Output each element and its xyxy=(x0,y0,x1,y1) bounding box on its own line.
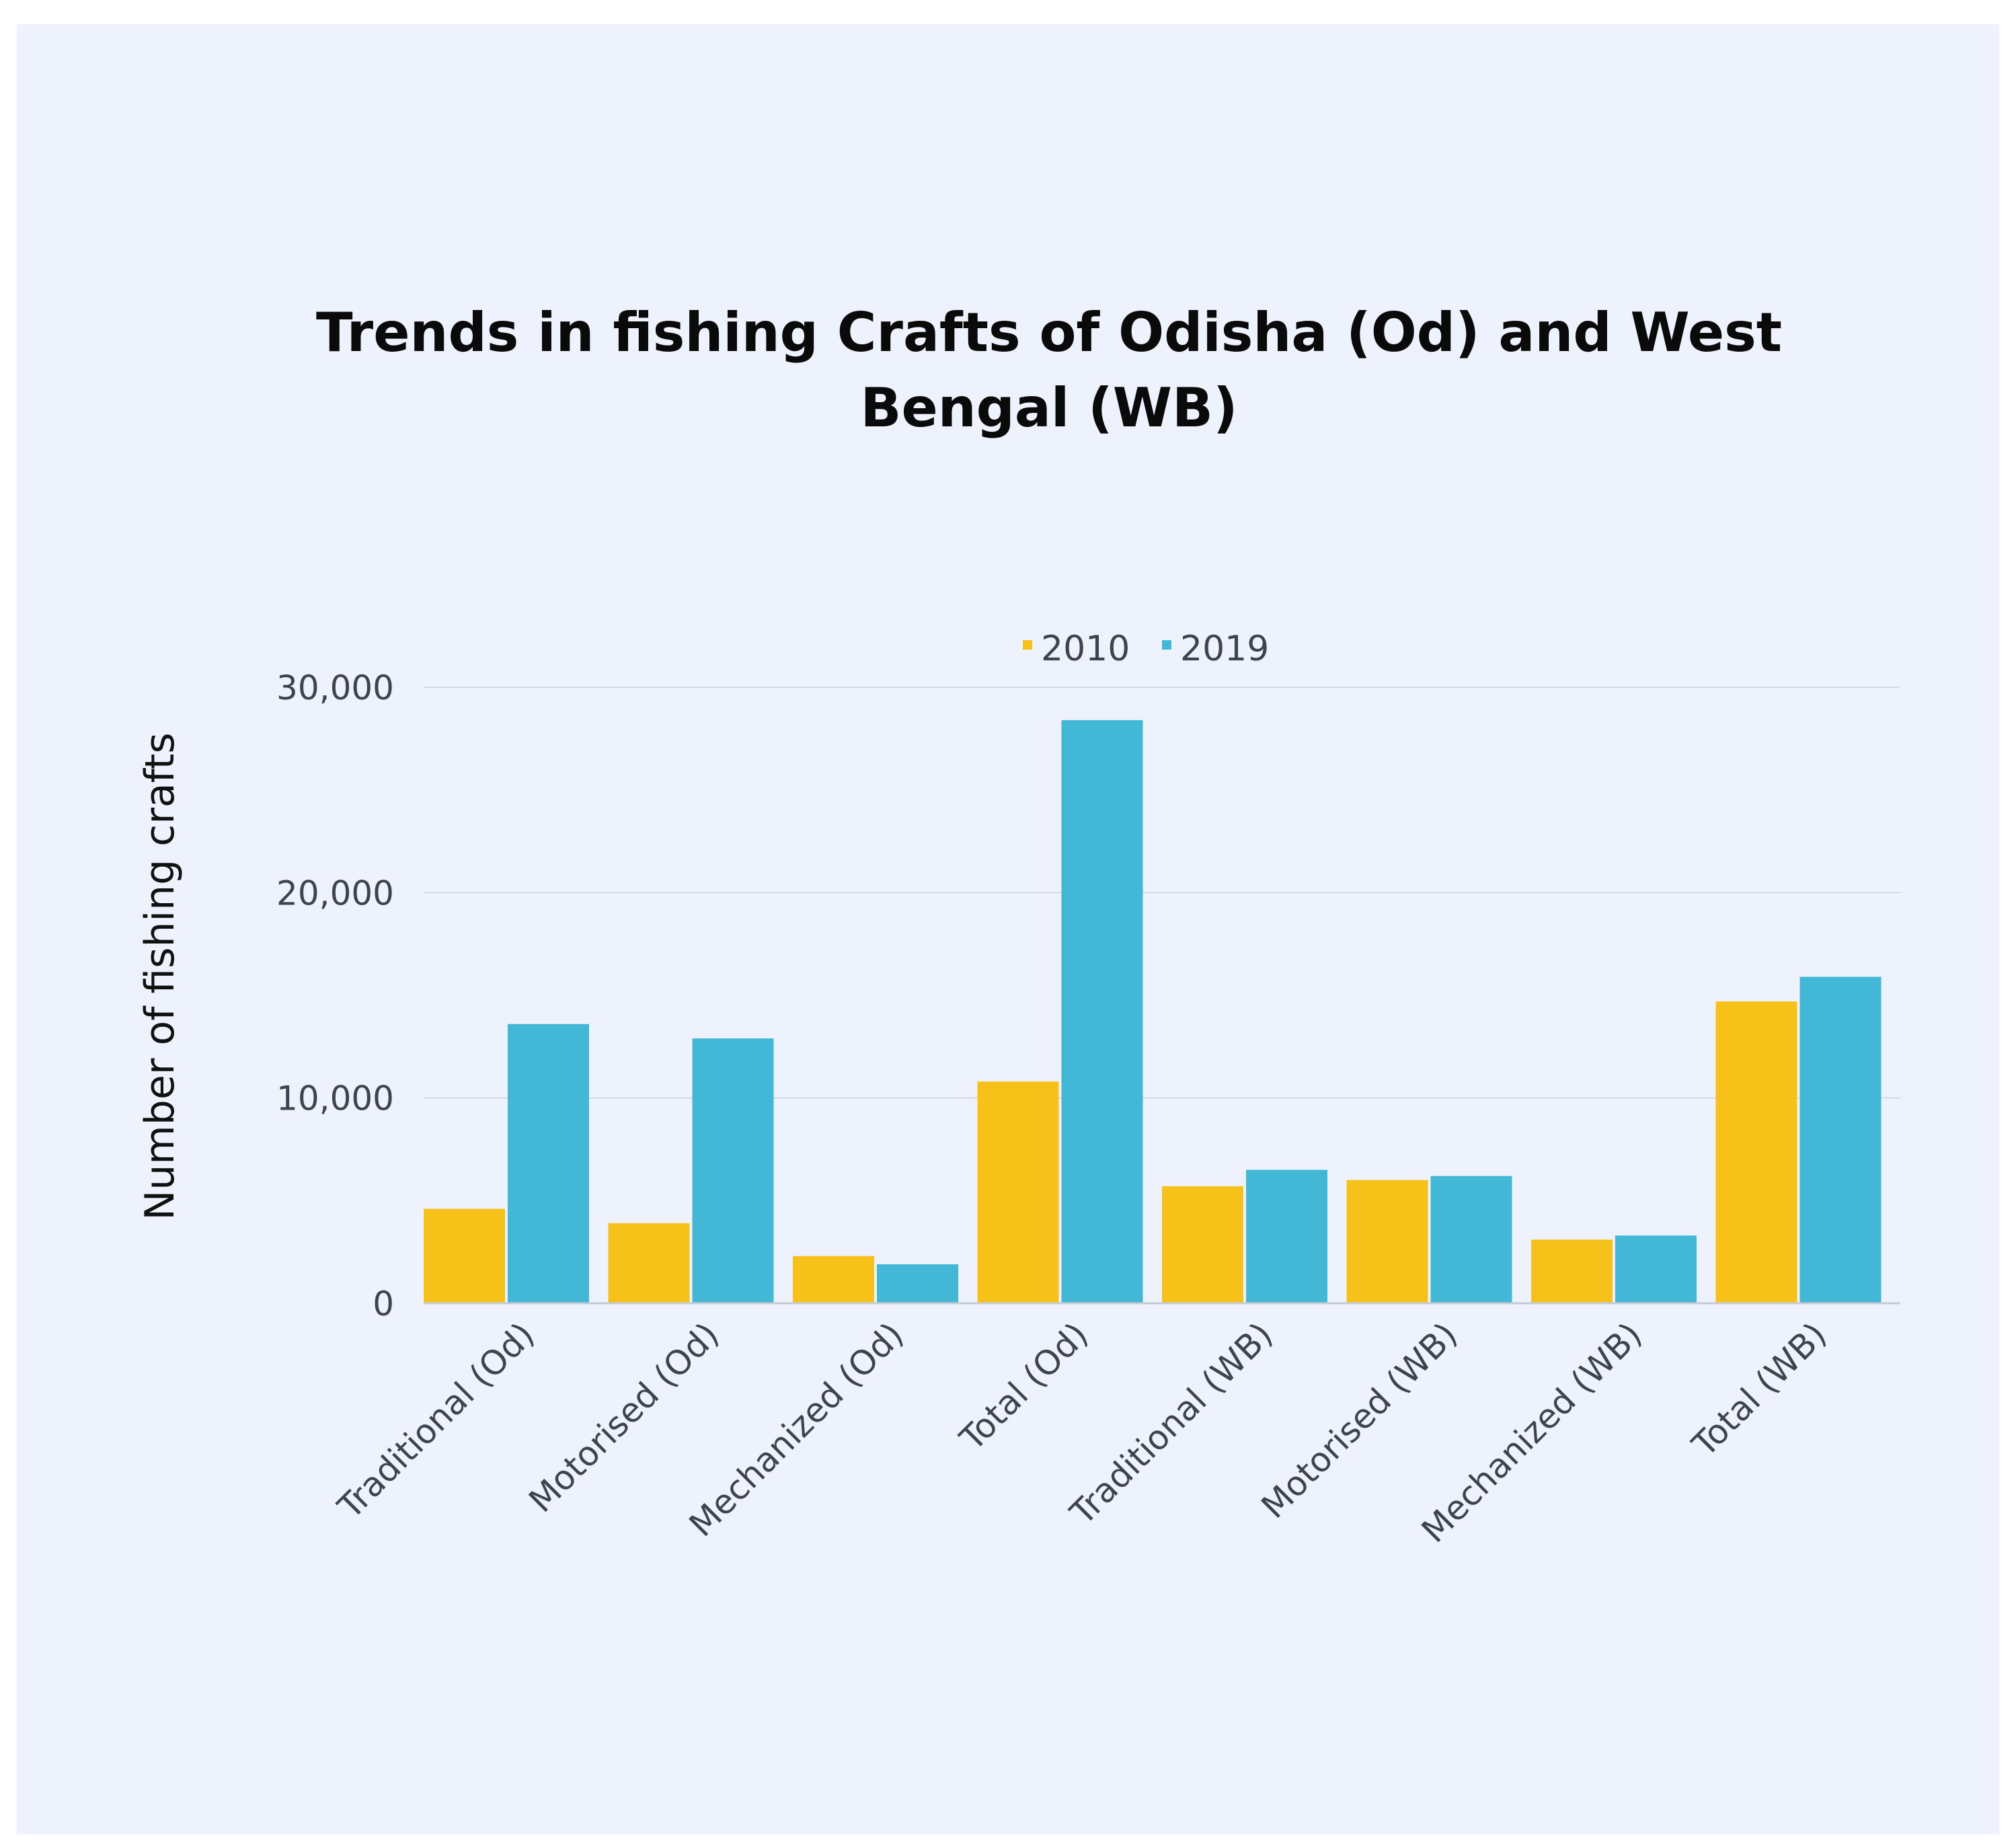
x-tick-label: Motorised (WB) xyxy=(1254,1315,1465,1526)
bars xyxy=(424,720,1882,1303)
x-tick-label: Traditional (Od) xyxy=(330,1315,542,1527)
bar-2019 xyxy=(692,1038,774,1303)
legend-label-2019: 2019 xyxy=(1180,629,1269,669)
legend-swatch-2010 xyxy=(1023,640,1032,650)
y-tick-label: 20,000 xyxy=(276,874,394,913)
bar-2010 xyxy=(1162,1186,1243,1303)
bar-2010 xyxy=(608,1223,690,1303)
x-axis-ticks: Traditional (Od)Motorised (Od)Mechanized… xyxy=(330,1315,1834,1550)
y-tick-label: 0 xyxy=(373,1284,394,1323)
bar-2010 xyxy=(793,1256,874,1303)
bar-2019 xyxy=(1799,976,1882,1303)
x-tick-label: Total (WB) xyxy=(1684,1315,1834,1464)
bar-2019 xyxy=(1246,1169,1327,1303)
y-tick-label: 10,000 xyxy=(276,1079,394,1118)
bar-2010 xyxy=(977,1081,1059,1303)
chart-title-line-2: Bengal (WB) xyxy=(860,377,1237,439)
bar-2019 xyxy=(1615,1235,1697,1303)
chart-title-line-1: Trends in fishing Crafts of Odisha (Od) … xyxy=(316,301,1782,364)
bar-2019 xyxy=(508,1024,589,1303)
gridlines xyxy=(424,687,1900,1099)
chart-background xyxy=(17,24,1999,1835)
chart-title: Trends in fishing Crafts of Odisha (Od) … xyxy=(316,301,1782,439)
x-tick-label: Total (Od) xyxy=(952,1315,1095,1458)
y-axis-ticks: 0 10,000 20,000 30,000 xyxy=(276,668,394,1323)
x-tick-label: Motorised (Od) xyxy=(522,1315,727,1520)
bar-2010 xyxy=(1531,1239,1613,1303)
bar-2010 xyxy=(424,1208,505,1303)
x-tick-label: Traditional (WB) xyxy=(1062,1315,1280,1533)
legend-label-2010: 2010 xyxy=(1041,629,1130,669)
bar-2019 xyxy=(877,1264,958,1303)
bar-2010 xyxy=(1715,1001,1797,1303)
bar-2010 xyxy=(1346,1180,1428,1303)
bar-2019 xyxy=(1061,720,1143,1303)
legend: 2010 2019 xyxy=(1023,629,1269,669)
legend-swatch-2019 xyxy=(1162,640,1171,650)
y-axis-label: Number of fishing crafts xyxy=(137,732,184,1220)
bar-2019 xyxy=(1430,1176,1512,1303)
y-tick-label: 30,000 xyxy=(276,668,394,707)
